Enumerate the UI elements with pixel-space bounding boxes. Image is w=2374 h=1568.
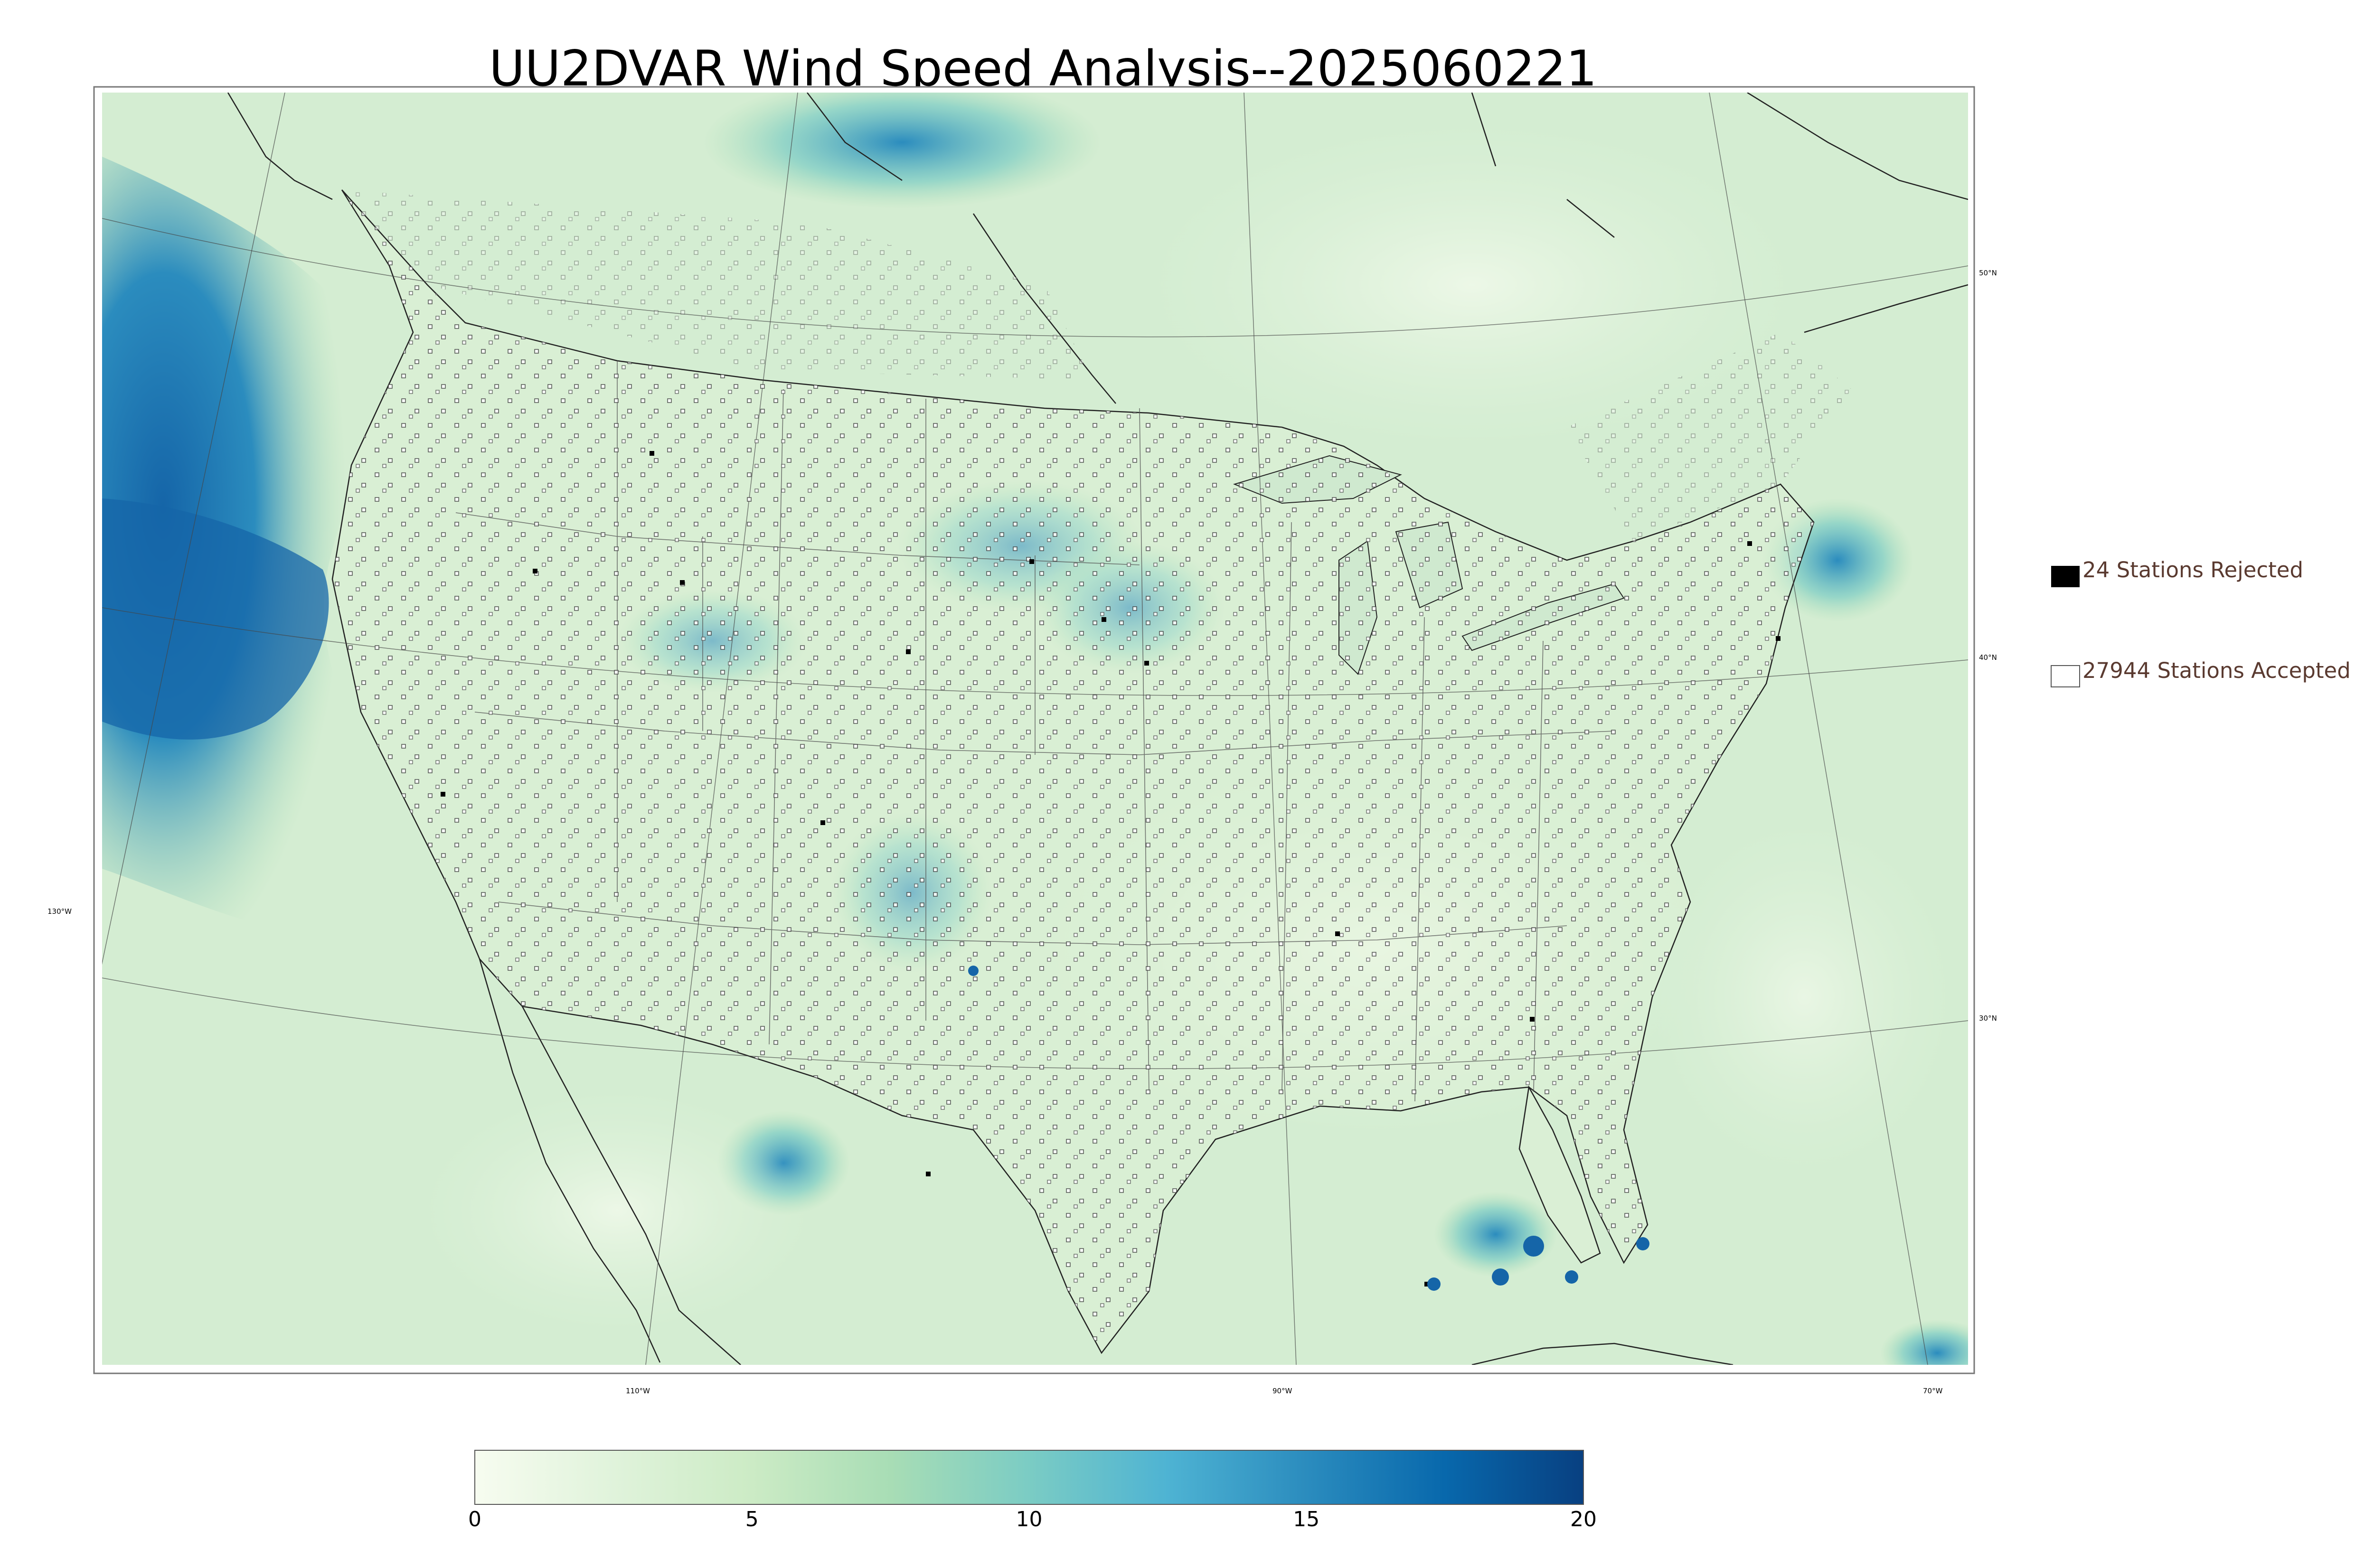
rejected-station (533, 569, 537, 573)
storm-cell (1636, 1237, 1649, 1250)
colorbar-tick-label: 0 (468, 1507, 481, 1531)
gulf-wind-patch (1434, 1192, 1557, 1277)
rejected-legend-swatch (2051, 566, 2080, 587)
lat-label-50n: 50°N (1979, 269, 1997, 277)
calm-zone-mexico (418, 1087, 817, 1334)
lon-label-90w: 90°W (1272, 1387, 1292, 1395)
accepted-legend-label: 27944 Stations Accepted (2082, 658, 2351, 683)
caribbean-wind-patch (1880, 1320, 1968, 1365)
colorbar-tick-label: 15 (1293, 1507, 1319, 1531)
rejected-station (650, 451, 654, 456)
rejected-station (1029, 559, 1034, 564)
mexico-baja-outline (479, 958, 741, 1365)
rejected-station (820, 820, 825, 825)
lon-label-70w: 70°W (1923, 1387, 1943, 1395)
colorbar-tick-label: 5 (745, 1507, 759, 1531)
accepted-stations-layer (332, 190, 1814, 1353)
map-panel (93, 86, 1975, 1374)
storm-cell (1427, 1277, 1441, 1291)
lon-label-130w: 130°W (47, 907, 72, 916)
colorbar-gradient (474, 1450, 1584, 1505)
rejected-station (1530, 1017, 1535, 1022)
rejected-station (1335, 931, 1340, 936)
calm-zone-atlantic (1652, 817, 1956, 1177)
rejected-station (1102, 617, 1106, 622)
storm-cell (1565, 1270, 1578, 1284)
rejected-station (1776, 636, 1780, 641)
rejected-legend-label: 24 Stations Rejected (2082, 557, 2303, 582)
colorbar-tick-label: 10 (1016, 1507, 1043, 1531)
storm-cell (1523, 1236, 1544, 1257)
lat-label-40n: 40°N (1979, 653, 1997, 662)
rejected-station (906, 649, 911, 654)
colorbar-ticks: 0 5 10 15 20 (468, 1507, 1597, 1531)
canada-wind-patch (703, 93, 1102, 209)
lon-label-110w: 110°W (626, 1387, 650, 1395)
rejected-station (926, 1172, 931, 1176)
rejected-station (1424, 1282, 1429, 1286)
station-legend: 24 Stations Rejected 27944 Stations Acce… (2051, 557, 2351, 687)
colorbar: 0 5 10 15 20 (468, 1450, 1597, 1531)
cuba-outline (1471, 1343, 1733, 1365)
rejected-station (1144, 661, 1149, 666)
pacific-core-wind (102, 498, 329, 740)
gulf-storm-cells (968, 966, 1649, 1291)
accepted-legend-swatch (2051, 665, 2080, 687)
calm-zone-north (1140, 119, 1804, 451)
florida-outline (1518, 1085, 1601, 1264)
rejected-station (441, 792, 445, 797)
storm-cell (968, 966, 979, 976)
lat-label-30n: 30°N (1979, 1014, 1997, 1023)
rejected-station (680, 580, 685, 585)
storm-cell (1492, 1268, 1509, 1286)
rejected-station (1747, 541, 1752, 546)
canada-stations-layer (342, 190, 1852, 541)
rejected-stations-layer (441, 451, 1780, 1286)
colorbar-tick-label: 20 (1570, 1507, 1597, 1531)
